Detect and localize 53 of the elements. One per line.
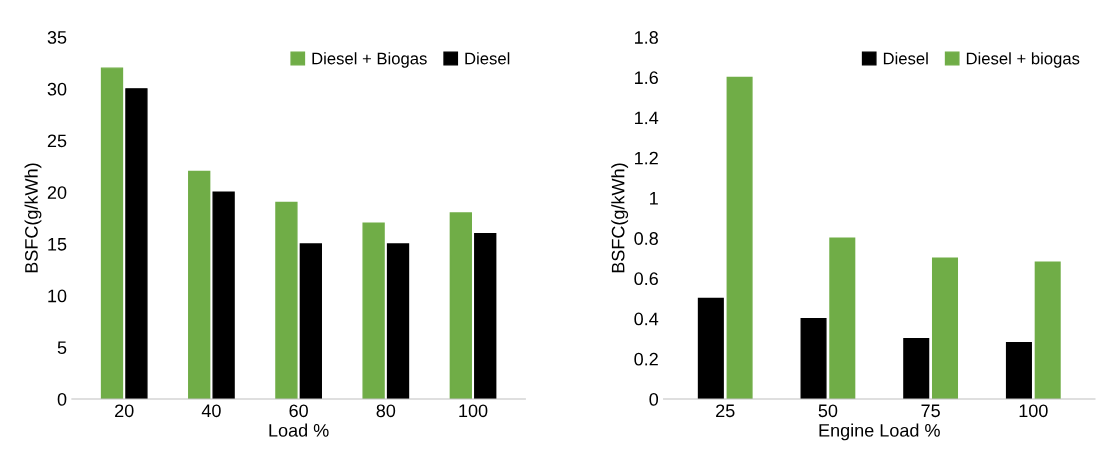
y-tick-label: 0: [649, 392, 659, 406]
bar: [474, 232, 497, 400]
y-tick-label: 20: [47, 186, 67, 199]
y-tick-label: 15: [48, 238, 67, 251]
bar: [449, 212, 472, 400]
x-tick-label: 80: [376, 404, 396, 418]
bar: [697, 297, 724, 400]
x-axis-title: Engine Load %: [819, 423, 940, 441]
x-tick-label: 25: [716, 404, 735, 418]
bar: [299, 243, 322, 400]
y-tick-label: 25: [47, 134, 67, 148]
y-tick-label: 0.2: [634, 352, 658, 366]
y-tick-label: 5: [57, 341, 67, 355]
bar: [362, 222, 385, 400]
legend-label: Diesel + Biogas: [312, 52, 427, 68]
y-tick-label: 30: [47, 82, 67, 96]
y-tick-label: 1.4: [635, 111, 659, 125]
bar: [800, 317, 827, 400]
legend-label: Diesel: [465, 52, 510, 65]
x-axis-title: Load %: [269, 423, 329, 437]
bar: [829, 237, 856, 400]
x-tick-label: 100: [459, 404, 488, 418]
y-tick-label: 1.6: [635, 71, 658, 85]
bar: [726, 76, 753, 400]
bar: [903, 338, 930, 400]
bar: [125, 88, 148, 400]
x-tick-label: 20: [115, 404, 134, 418]
y-tick-label: 0.4: [634, 312, 659, 326]
legend-label: Diesel + biogas: [966, 52, 1080, 68]
x-tick-label: 75: [921, 404, 940, 418]
y-axis-title: BSFC(g/kWh): [24, 163, 42, 273]
x-tick-label: 100: [1019, 404, 1048, 418]
bar: [931, 257, 959, 400]
bar: [212, 191, 235, 400]
legend-label: Diesel: [883, 52, 928, 65]
x-tick-label: 50: [818, 404, 838, 418]
x-tick-label: 40: [201, 404, 221, 418]
y-tick-label: 0: [57, 392, 67, 406]
y-tick-label: 10: [48, 289, 67, 303]
y-tick-label: 0.8: [634, 232, 658, 245]
bar: [1005, 342, 1032, 400]
y-tick-label: 0.6: [634, 272, 658, 286]
bar: [100, 67, 124, 400]
bar: [386, 243, 410, 400]
y-tick-label: 35: [47, 31, 67, 44]
x-tick-label: 60: [289, 404, 308, 418]
bar: [188, 170, 211, 400]
y-axis-title: BSFC(g/kWh): [611, 163, 629, 273]
bar: [1034, 261, 1061, 400]
y-tick-label: 1: [650, 192, 658, 205]
y-tick-label: 1.8: [635, 31, 658, 44]
y-tick-label: 1.2: [635, 151, 658, 165]
bar: [275, 201, 298, 400]
